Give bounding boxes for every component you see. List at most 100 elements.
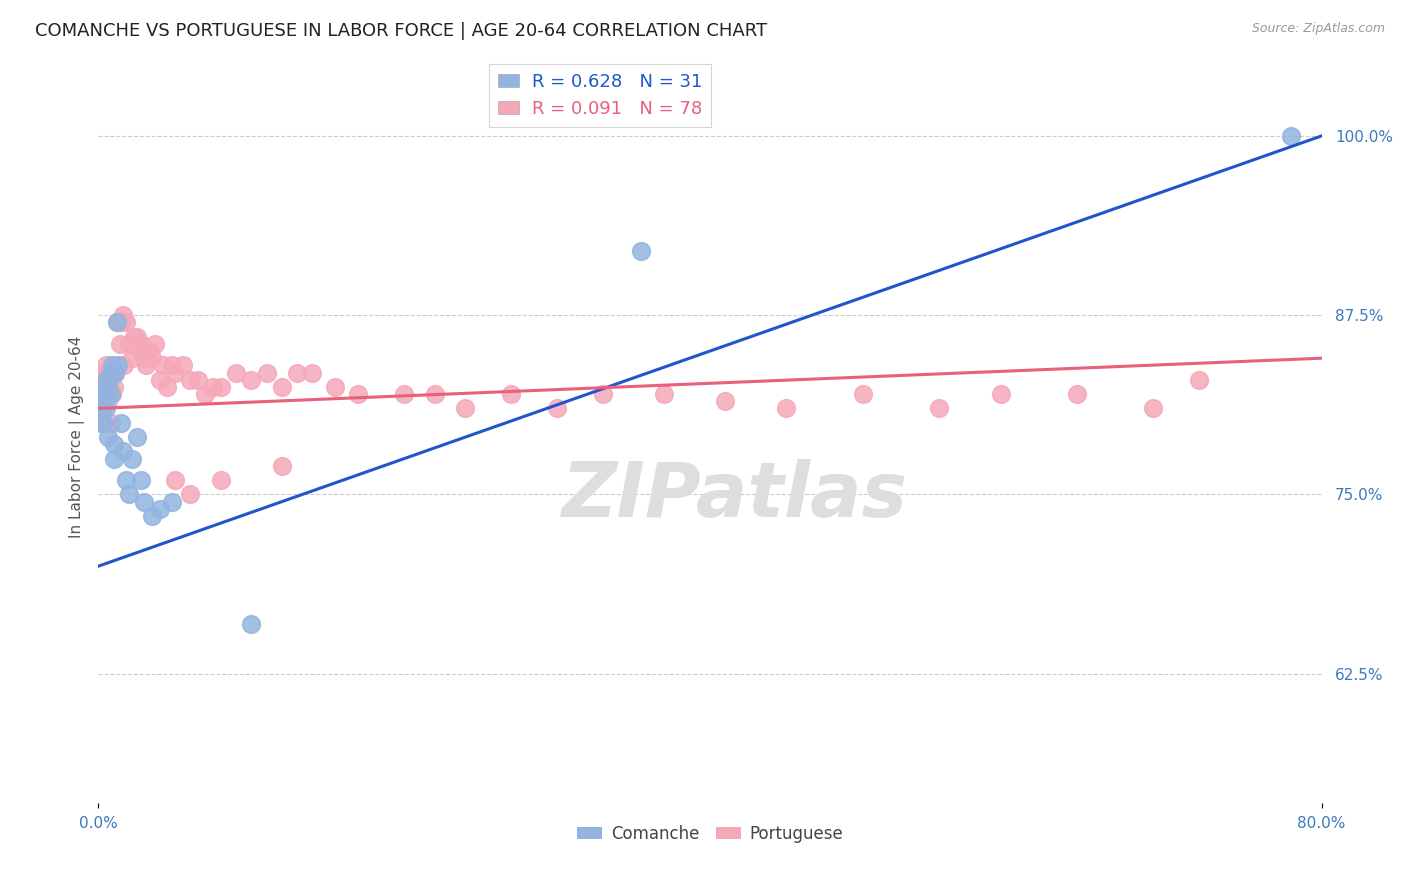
Point (98, 387, 121, 401)
Point (125, 329, 148, 343)
Point (172, 359, 194, 373)
Point (156, 380, 179, 394)
Point (93, 416, 115, 430)
Point (301, 366, 323, 380)
Point (129, 336, 152, 351)
Point (108, 336, 131, 351)
Point (107, 315, 129, 329)
Point (928, 401, 950, 416)
Text: COMANCHE VS PORTUGUESE IN LABOR FORCE | AGE 20-64 CORRELATION CHART: COMANCHE VS PORTUGUESE IN LABOR FORCE | … (35, 22, 768, 40)
Point (1279, 128, 1302, 143)
Point (138, 344, 160, 359)
Point (240, 373, 263, 387)
Point (160, 359, 183, 373)
Point (134, 351, 156, 366)
Point (94, 387, 117, 401)
Point (89, 401, 111, 416)
Point (91, 366, 114, 380)
Point (209, 473, 232, 487)
Point (103, 380, 125, 394)
Y-axis label: In Labor Force | Age 20-64: In Labor Force | Age 20-64 (69, 336, 84, 538)
Point (347, 387, 370, 401)
Point (240, 616, 263, 631)
Point (100, 366, 122, 380)
Point (423, 387, 446, 401)
Point (97, 387, 120, 401)
Point (105, 315, 128, 329)
Point (100, 387, 122, 401)
Point (194, 387, 217, 401)
Point (141, 508, 163, 523)
Point (93, 373, 115, 387)
Point (91, 373, 114, 387)
Point (454, 401, 477, 416)
Point (852, 387, 875, 401)
Point (104, 366, 127, 380)
Point (128, 344, 150, 359)
Point (100, 366, 122, 380)
Point (129, 473, 152, 487)
Point (94, 359, 117, 373)
Point (103, 451, 125, 466)
Point (121, 451, 143, 466)
Point (115, 473, 138, 487)
Point (714, 394, 737, 409)
Point (179, 373, 201, 387)
Point (103, 437, 125, 451)
Point (89, 387, 111, 401)
Point (121, 351, 143, 366)
Point (270, 458, 292, 473)
Point (652, 387, 675, 401)
Point (134, 494, 156, 508)
Point (501, 387, 523, 401)
Point (125, 430, 148, 444)
Point (592, 387, 614, 401)
Point (546, 401, 568, 416)
Point (285, 366, 308, 380)
Point (90, 380, 112, 394)
Point (90, 394, 112, 409)
Point (101, 387, 124, 401)
Point (202, 380, 225, 394)
Point (89, 387, 111, 401)
Text: Source: ZipAtlas.com: Source: ZipAtlas.com (1251, 22, 1385, 36)
Point (115, 315, 138, 329)
Point (94, 401, 117, 416)
Point (112, 359, 135, 373)
Point (392, 387, 416, 401)
Point (97, 394, 120, 409)
Legend: Comanche, Portuguese: Comanche, Portuguese (571, 818, 849, 849)
Point (118, 487, 141, 501)
Point (1142, 401, 1164, 416)
Point (91, 416, 114, 430)
Point (104, 366, 127, 380)
Point (225, 366, 247, 380)
Point (94, 380, 117, 394)
Point (118, 336, 141, 351)
Point (187, 373, 209, 387)
Point (990, 387, 1012, 401)
Point (107, 359, 129, 373)
Point (101, 359, 124, 373)
Point (209, 380, 232, 394)
Point (100, 416, 122, 430)
Point (143, 336, 166, 351)
Text: ZIPatlas: ZIPatlas (561, 458, 907, 533)
Point (97, 430, 120, 444)
Point (179, 487, 201, 501)
Point (91, 387, 114, 401)
Point (94, 373, 117, 387)
Point (141, 351, 163, 366)
Point (110, 315, 132, 329)
Point (110, 416, 132, 430)
Point (91, 401, 114, 416)
Point (775, 401, 797, 416)
Point (152, 359, 174, 373)
Point (98, 373, 121, 387)
Point (111, 308, 134, 322)
Point (325, 380, 347, 394)
Point (105, 315, 128, 329)
Point (630, 244, 652, 258)
Point (93, 387, 115, 401)
Point (1066, 387, 1088, 401)
